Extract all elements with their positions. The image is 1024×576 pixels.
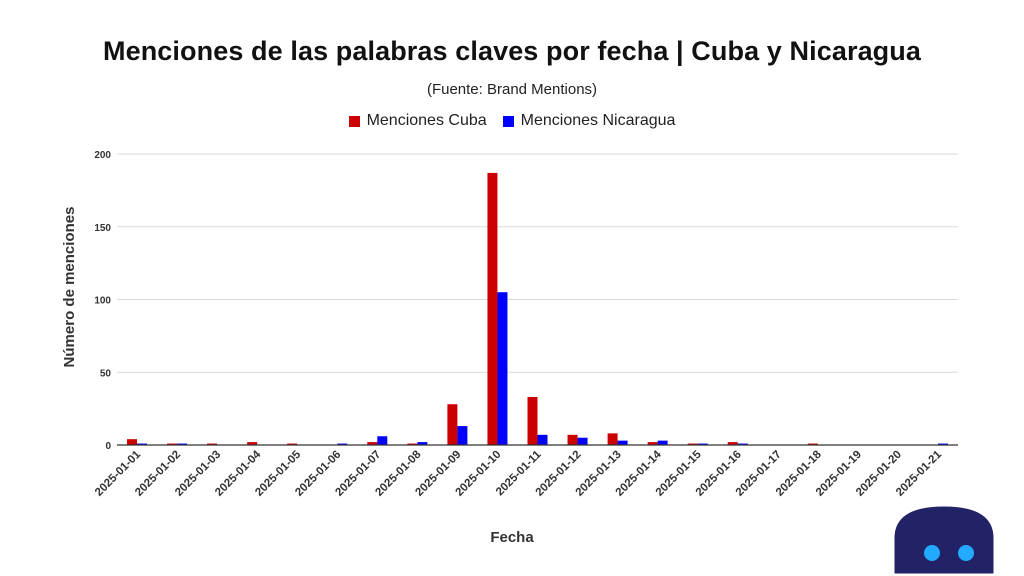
chart-legend: Menciones Cuba Menciones Nicaragua xyxy=(0,112,1024,130)
bar-nicaragua xyxy=(377,436,388,445)
bar-nicaragua xyxy=(697,443,708,445)
chart-title: Menciones de las palabras claves por fec… xyxy=(103,36,921,66)
bar-nicaragua xyxy=(417,442,428,445)
bar-nicaragua xyxy=(657,440,668,445)
bar-nicaragua xyxy=(137,443,148,445)
bar-nicaragua xyxy=(537,434,548,445)
legend-label-nicaragua: Menciones Nicaragua xyxy=(520,112,676,129)
y-tick-label: 100 xyxy=(94,296,111,307)
legend-label-cuba: Menciones Cuba xyxy=(366,112,487,129)
bar-nicaragua xyxy=(457,426,468,445)
bar-cuba xyxy=(487,172,498,446)
bar-cuba xyxy=(687,443,698,445)
robot-mascot-icon xyxy=(889,501,999,576)
bar-nicaragua xyxy=(737,443,748,445)
bar-cuba xyxy=(807,443,818,445)
bar-cuba xyxy=(207,443,218,445)
y-tick-label: 0 xyxy=(105,441,111,452)
y-axis-ticks: 0 50 100 150 200 xyxy=(94,150,111,452)
bar-cuba xyxy=(247,442,258,445)
bar-cuba xyxy=(447,404,458,445)
legend-swatch-nicaragua xyxy=(502,115,514,127)
bar-cuba xyxy=(127,439,138,445)
bar-cuba xyxy=(407,443,418,445)
bar-nicaragua xyxy=(937,443,948,445)
y-tick-label: 200 xyxy=(94,150,111,161)
x-axis-title: Fecha xyxy=(490,529,534,546)
bar-cuba xyxy=(727,442,738,445)
bars xyxy=(127,172,948,446)
y-tick-label: 50 xyxy=(100,368,112,379)
legend-item-nicaragua: Menciones Nicaragua xyxy=(502,112,676,130)
bar-cuba xyxy=(607,433,618,445)
bar-cuba xyxy=(367,442,378,445)
bar-cuba xyxy=(567,434,578,445)
bar-cuba xyxy=(647,442,658,445)
y-tick-label: 150 xyxy=(94,223,111,234)
bar-nicaragua xyxy=(577,437,588,445)
legend-item-cuba: Menciones Cuba xyxy=(348,112,487,130)
bar-nicaragua xyxy=(337,443,348,445)
y-axis-title: Número de menciones xyxy=(61,207,78,368)
bar-nicaragua xyxy=(497,292,508,445)
bar-cuba xyxy=(167,443,178,445)
bar-cuba xyxy=(287,443,298,445)
legend-swatch-cuba xyxy=(348,115,360,127)
bar-nicaragua xyxy=(177,443,188,445)
chart-subtitle: (Fuente: Brand Mentions) xyxy=(426,81,598,98)
bar-nicaragua xyxy=(617,440,628,445)
x-axis-ticks: 2025-01-012025-01-022025-01-032025-01-04… xyxy=(93,448,944,499)
bar-cuba xyxy=(527,396,538,445)
gridlines xyxy=(117,153,958,373)
